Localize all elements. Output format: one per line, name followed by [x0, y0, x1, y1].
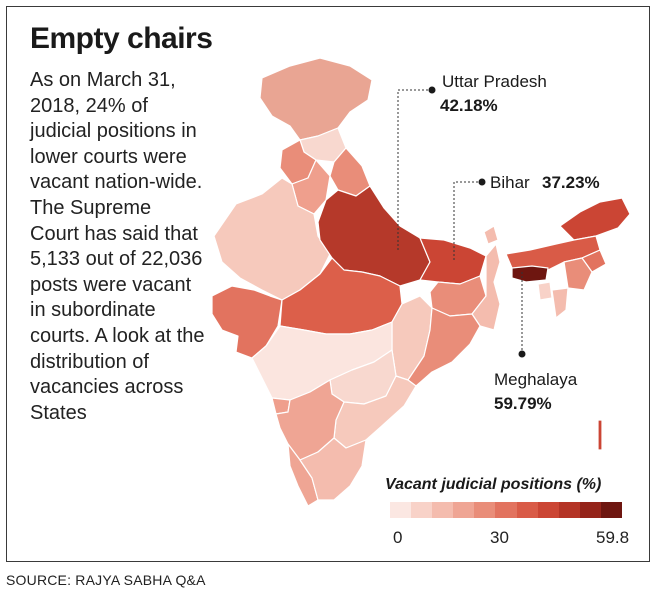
- legend-swatch: [558, 502, 580, 518]
- legend-title: Vacant judicial positions (%): [385, 476, 602, 493]
- state-manipur: [563, 257, 593, 291]
- callout-dot-bihar: [478, 178, 486, 186]
- state-jammu-kashmir: [259, 57, 373, 141]
- source-note: SOURCE: RAJYA SABHA Q&A: [6, 572, 206, 588]
- legend-swatch: [432, 502, 454, 518]
- headline: Empty chairs: [30, 22, 213, 55]
- legend-swatch: [495, 502, 517, 518]
- legend-swatch: [453, 502, 475, 518]
- legend-swatch: [579, 502, 601, 518]
- legend-min-label: 0: [393, 528, 403, 547]
- state-arunachal: [559, 197, 631, 241]
- intro-text: As on March 31, 2018, 24% of judicial po…: [30, 69, 205, 424]
- legend-swatch: [537, 502, 559, 518]
- legend-swatch: [474, 502, 496, 518]
- state-meghalaya: [511, 265, 549, 283]
- legend-swatch: [411, 502, 433, 518]
- legend-swatch: [390, 502, 412, 518]
- india-map: [211, 57, 631, 507]
- legend-swatch: [516, 502, 538, 518]
- callout-line-up: [397, 89, 432, 250]
- callout-up-name: Uttar Pradesh: [442, 72, 547, 91]
- callout-dot-meghalaya: [518, 350, 526, 358]
- legend-swatch: [600, 502, 623, 518]
- state-west-bengal: [471, 243, 501, 331]
- state-tamil-nadu: [299, 437, 367, 501]
- state-sikkim: [483, 225, 499, 245]
- callout-bihar-name: Bihar: [490, 173, 530, 192]
- legend-mid-label: 30: [490, 528, 509, 547]
- callout-meghalaya-name: Meghalaya: [494, 370, 578, 389]
- callout-meghalaya-value: 59.79%: [494, 394, 552, 413]
- state-tripura: [537, 281, 553, 301]
- legend-max-label: 59.8: [596, 528, 630, 547]
- legend-color-scale: [390, 502, 623, 518]
- state-andaman: [597, 419, 603, 451]
- state-odisha: [407, 307, 481, 387]
- callout-bihar-value: 37.23%: [542, 173, 600, 192]
- callout-dot-up: [428, 86, 436, 94]
- callout-line-bihar: [453, 181, 482, 262]
- state-mizoram: [551, 287, 569, 319]
- callout-up-value: 42.18%: [440, 96, 498, 115]
